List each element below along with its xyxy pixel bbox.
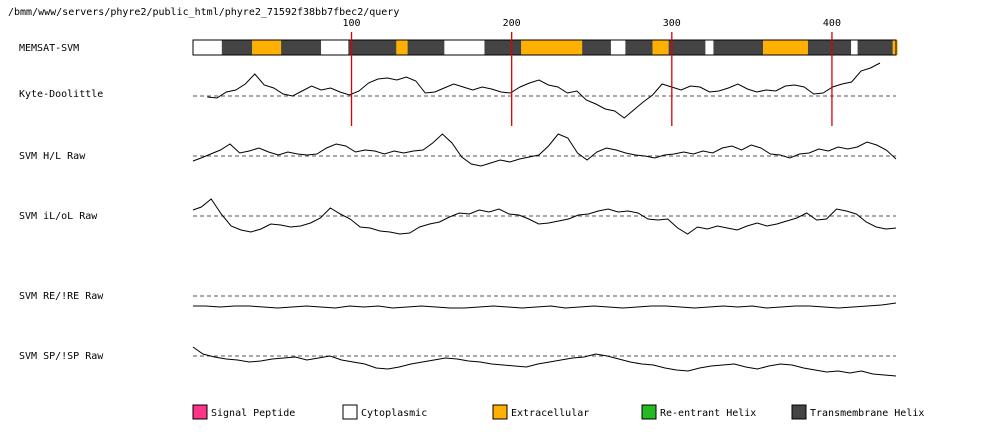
legend-label: Cytoplasmic: [361, 408, 427, 419]
query-path: /bmm/www/servers/phyre2/public_html/phyr…: [8, 7, 399, 18]
memsat-segment-transmembrane-helix: [582, 40, 611, 55]
track-labels: Kyte-Doolittle SVM H/L Raw SVM iL/oL Raw SV…: [19, 89, 104, 362]
memsat-segment-extracellular: [892, 40, 898, 55]
track-label: Kyte-Doolittle: [19, 89, 103, 100]
memsat-segment-extracellular: [521, 40, 583, 55]
legend-label: Transmembrane Helix: [810, 408, 924, 419]
ruler-ticks: 100 200 300 400: [343, 18, 841, 29]
memsat-label: MEMSAT-SVM: [19, 43, 79, 54]
track-label: SVM H/L Raw: [19, 151, 86, 162]
memsat-segment-transmembrane-helix: [281, 40, 322, 55]
ruler-tick-label: 200: [503, 18, 521, 29]
legend-swatch-signal-peptide: [192, 404, 208, 420]
memsat-segment-extracellular: [763, 40, 808, 55]
track-label: SVM iL/oL Raw: [19, 211, 98, 222]
memsat-segment-transmembrane-helix: [348, 40, 397, 55]
memsat-segment-transmembrane-helix: [484, 40, 522, 55]
track-label: SVM RE/!RE Raw: [19, 291, 104, 302]
track-label: SVM SP/!SP Raw: [19, 351, 104, 362]
memsat-segment-transmembrane-helix: [407, 40, 445, 55]
legend-swatch-transmembrane-helix: [791, 404, 807, 420]
legend-label: Signal Peptide: [211, 408, 295, 419]
memsat-segment-transmembrane-helix: [668, 40, 706, 55]
memsat-segment-transmembrane-helix: [857, 40, 893, 55]
memsat-segment-extracellular: [252, 40, 282, 55]
memsat-segment-transmembrane-helix: [807, 40, 852, 55]
ruler-tick-label: 400: [823, 18, 841, 29]
memsat-segment-cytoplasmic: [610, 40, 626, 55]
ruler-tick-label: 300: [663, 18, 681, 29]
memsat-segment-transmembrane-helix: [221, 40, 253, 55]
legend-swatch-extracellular: [492, 404, 508, 420]
memsat-segment-cytoplasmic: [321, 40, 349, 55]
legend-swatch-reentrant-helix: [641, 404, 657, 420]
track-trace: [207, 62, 881, 119]
track-trace: [192, 346, 897, 377]
memsat-segment-extracellular: [396, 40, 408, 55]
memsat-bar-outline: [192, 39, 897, 56]
track-traces: [192, 62, 897, 377]
ruler-tick-label: 100: [343, 18, 361, 29]
legend-label: Extracellular: [511, 408, 589, 419]
track-trace: [193, 302, 897, 309]
memsat-segment-cytoplasmic: [851, 40, 858, 55]
legend-swatch-cytoplasmic: [342, 404, 358, 420]
legend-label: Re-entrant Helix: [660, 408, 756, 419]
memsat-segment-extracellular: [652, 40, 669, 55]
memsat-segment-cytoplasmic: [193, 40, 222, 55]
position-markers: [350, 32, 833, 126]
memsat-segment-cytoplasmic: [705, 40, 714, 55]
track-trace: [192, 133, 897, 167]
memsat-segments: [192, 39, 898, 56]
memsat-segment-transmembrane-helix: [625, 40, 653, 55]
memsat-segment-transmembrane-helix: [713, 40, 764, 55]
memsat-segment-cytoplasmic: [444, 40, 485, 55]
track-trace: [192, 198, 897, 235]
legend: Signal Peptide Cytoplasmic Extracellular Re…: [192, 404, 924, 420]
